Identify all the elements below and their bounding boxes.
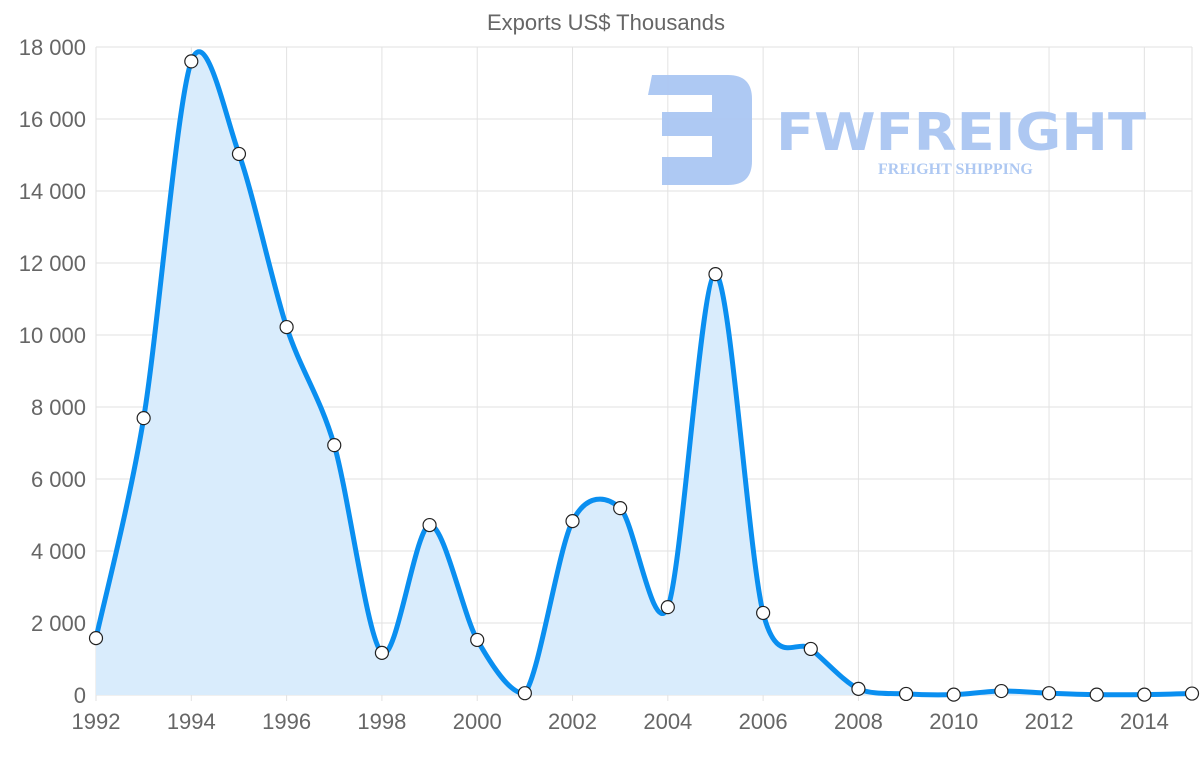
data-point[interactable] — [898, 686, 914, 702]
x-tick-label: 2014 — [1120, 709, 1169, 734]
x-axis: 1992 1994 1996 1998 2000 2002 2004 2006 2008 2010… — [72, 709, 1169, 734]
data-point[interactable] — [517, 686, 532, 701]
data-point[interactable] — [136, 411, 151, 426]
data-point[interactable] — [1089, 687, 1104, 702]
y-tick-label: 10 000 — [19, 323, 86, 348]
area-fill — [96, 51, 1192, 696]
x-tick-label: 2006 — [739, 709, 788, 734]
x-tick-label: 1992 — [72, 709, 121, 734]
data-point[interactable] — [756, 605, 771, 621]
data-point[interactable] — [1137, 687, 1152, 702]
x-tick-label: 1996 — [262, 709, 311, 734]
data-point[interactable] — [470, 632, 485, 648]
x-tick-label: 2004 — [643, 709, 692, 734]
x-tick-label: 2010 — [929, 709, 978, 734]
y-tick-label: 14 000 — [19, 179, 86, 204]
svg-text:FWFREIGHT: FWFREIGHT — [776, 103, 1147, 163]
y-axis: 0 2 000 4 000 6 000 8 000 10 000 12 000 14 000 1… — [19, 35, 86, 708]
data-point[interactable] — [660, 600, 675, 615]
data-point[interactable] — [184, 54, 199, 69]
y-tick-label: 12 000 — [19, 251, 86, 276]
x-tick-label: 1998 — [357, 709, 406, 734]
data-point[interactable] — [88, 631, 104, 646]
data-point[interactable] — [327, 438, 342, 453]
x-tick-label: 2002 — [548, 709, 597, 734]
y-tick-label: 4 000 — [31, 539, 86, 564]
data-point[interactable] — [1041, 686, 1057, 701]
data-points — [88, 54, 1200, 702]
watermark-logo: FWFREIGHT FREIGHT SHIPPING — [648, 75, 1147, 185]
data-point[interactable] — [279, 319, 294, 335]
y-tick-label: 16 000 — [19, 107, 86, 132]
svg-text:FREIGHT SHIPPING: FREIGHT SHIPPING — [878, 161, 1033, 178]
chart-title: Exports US$ Thousands — [487, 10, 725, 35]
x-tick-label: 2008 — [834, 709, 883, 734]
data-point[interactable] — [613, 501, 628, 516]
y-tick-label: 6 000 — [31, 467, 86, 492]
data-point[interactable] — [851, 681, 866, 696]
data-point[interactable] — [231, 146, 247, 162]
y-tick-label: 8 000 — [31, 395, 86, 420]
data-point[interactable] — [708, 267, 723, 282]
data-point[interactable] — [565, 514, 580, 529]
x-tick-label: 2000 — [453, 709, 502, 734]
x-tick-label: 2012 — [1025, 709, 1074, 734]
y-tick-label: 18 000 — [19, 35, 86, 60]
data-point[interactable] — [422, 517, 437, 533]
x-tick-label: 1994 — [167, 709, 216, 734]
data-point[interactable] — [994, 683, 1009, 699]
data-point[interactable] — [946, 687, 961, 702]
data-point[interactable] — [374, 645, 390, 660]
data-point[interactable] — [1184, 686, 1200, 701]
y-tick-label: 0 — [74, 683, 86, 708]
data-point[interactable] — [803, 641, 818, 657]
y-tick-label: 2 000 — [31, 611, 86, 636]
